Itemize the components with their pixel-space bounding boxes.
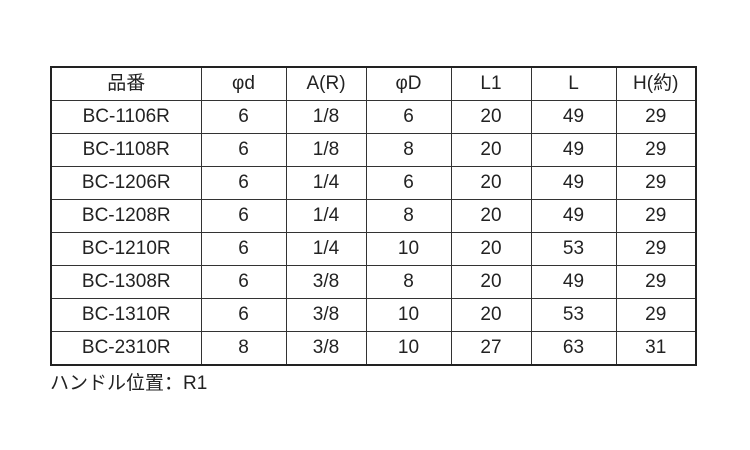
- handle-position-note: ハンドル位置：R1: [50, 373, 208, 394]
- table-cell: 10: [365, 232, 452, 266]
- table-cell: 6: [200, 265, 287, 299]
- table-cell: BC-1206R: [50, 166, 202, 200]
- header-cell: φd: [200, 66, 287, 101]
- table-cell: 6: [200, 232, 287, 266]
- table-cell: 29: [615, 133, 697, 167]
- table-cell: 6: [200, 166, 287, 200]
- table-row: BC-1310R 6 3/8 10 20 53 29: [50, 298, 697, 332]
- table-row: BC-1206R 6 1/4 6 20 49 29: [50, 166, 697, 200]
- spec-table: 品番 φd A(R) φD L1 L H(約) BC-1106R 6 1/8 6 20 49 29 BC-1…: [50, 66, 697, 366]
- table-row: BC-1308R 6 3/8 8 20 49 29: [50, 265, 697, 299]
- table-cell: 20: [450, 232, 532, 266]
- table-cell: 49: [530, 265, 617, 299]
- table-cell: 20: [450, 166, 532, 200]
- table-cell: 6: [200, 298, 287, 332]
- table-cell: 53: [530, 298, 617, 332]
- table-row: BC-2310R 8 3/8 10 27 63 31: [50, 331, 697, 366]
- header-cell: φD: [365, 66, 452, 101]
- table-cell: 1/8: [285, 133, 367, 167]
- table-cell: 31: [615, 331, 697, 366]
- table-cell: BC-1108R: [50, 133, 202, 167]
- header-cell: L1: [450, 66, 532, 101]
- table-cell: 49: [530, 133, 617, 167]
- table-cell: 29: [615, 166, 697, 200]
- table-cell: 20: [450, 298, 532, 332]
- table-row: BC-1208R 6 1/4 8 20 49 29: [50, 199, 697, 233]
- table-cell: 6: [200, 199, 287, 233]
- table-cell: 49: [530, 166, 617, 200]
- table-cell: BC-1210R: [50, 232, 202, 266]
- table-cell: 29: [615, 199, 697, 233]
- table-cell: 29: [615, 298, 697, 332]
- table-cell: BC-1310R: [50, 298, 202, 332]
- table-cell: 49: [530, 199, 617, 233]
- table-cell: 1/8: [285, 100, 367, 134]
- table-cell: 10: [365, 298, 452, 332]
- table-cell: 20: [450, 100, 532, 134]
- table-cell: 20: [450, 199, 532, 233]
- table-cell: 27: [450, 331, 532, 366]
- header-cell: A(R): [285, 66, 367, 101]
- table-cell: 8: [365, 265, 452, 299]
- table-cell: 8: [200, 331, 287, 366]
- table-cell: 29: [615, 265, 697, 299]
- table-cell: BC-2310R: [50, 331, 202, 366]
- table-row: BC-1108R 6 1/8 8 20 49 29: [50, 133, 697, 167]
- table-cell: 20: [450, 265, 532, 299]
- table-cell: 1/4: [285, 232, 367, 266]
- table-cell: BC-1308R: [50, 265, 202, 299]
- table-row: BC-1106R 6 1/8 6 20 49 29: [50, 100, 697, 134]
- table-cell: 6: [200, 133, 287, 167]
- table-cell: 3/8: [285, 331, 367, 366]
- header-cell: H(約): [615, 66, 697, 101]
- header-cell: 品番: [50, 66, 202, 101]
- table-cell: 8: [365, 199, 452, 233]
- table-row: BC-1210R 6 1/4 10 20 53 29: [50, 232, 697, 266]
- header-cell: L: [530, 66, 617, 101]
- header-row: 品番 φd A(R) φD L1 L H(約): [50, 66, 697, 101]
- table-cell: 29: [615, 232, 697, 266]
- table-cell: 20: [450, 133, 532, 167]
- table-cell: 49: [530, 100, 617, 134]
- table-cell: 29: [615, 100, 697, 134]
- table-cell: 1/4: [285, 166, 367, 200]
- table-cell: 8: [365, 133, 452, 167]
- table-cell: 6: [200, 100, 287, 134]
- table-cell: BC-1106R: [50, 100, 202, 134]
- table-cell: 53: [530, 232, 617, 266]
- table-cell: 10: [365, 331, 452, 366]
- table-cell: 63: [530, 331, 617, 366]
- table-cell: 6: [365, 166, 452, 200]
- table-cell: 1/4: [285, 199, 367, 233]
- table-cell: 6: [365, 100, 452, 134]
- table-cell: 3/8: [285, 265, 367, 299]
- table-cell: 3/8: [285, 298, 367, 332]
- table-cell: BC-1208R: [50, 199, 202, 233]
